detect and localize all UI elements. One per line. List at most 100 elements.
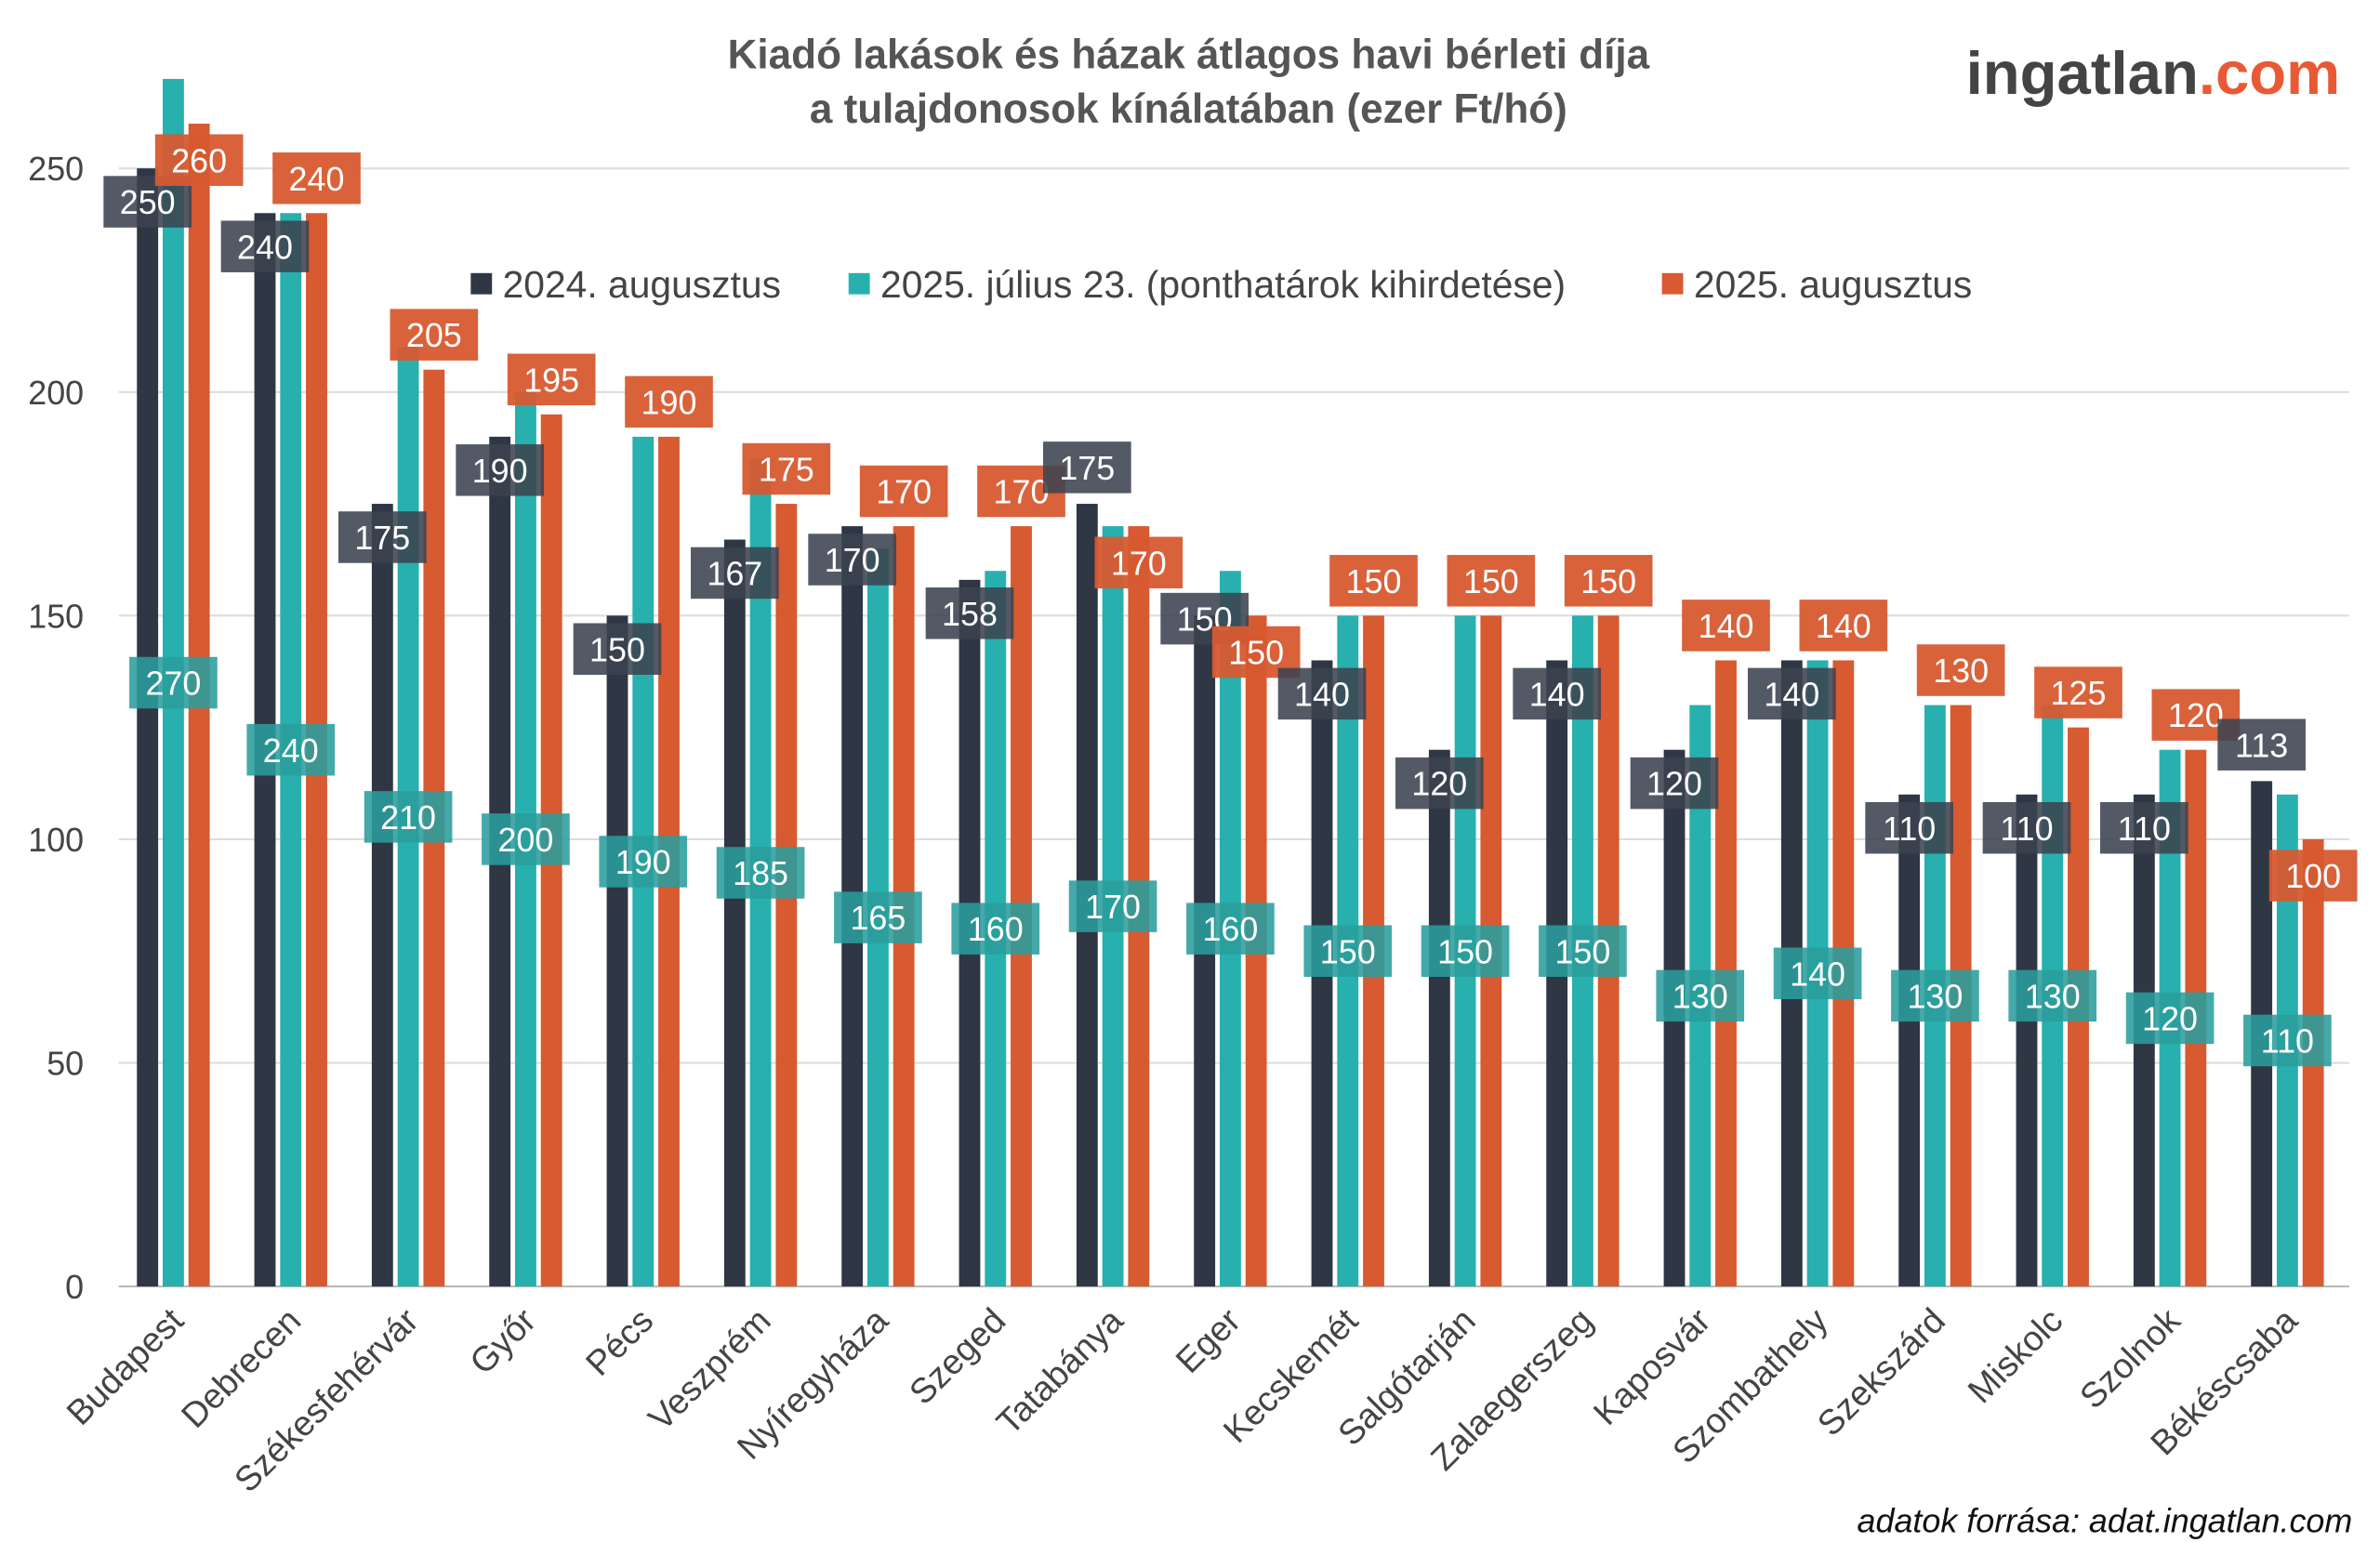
x-tick-label: Szolnok <box>2072 1300 2188 1416</box>
data-label-box <box>742 442 831 495</box>
data-label: 120 <box>2168 697 2224 734</box>
data-label: 170 <box>825 542 880 579</box>
logo-text-main: ingatlan <box>1966 39 2199 107</box>
data-label: 185 <box>733 855 788 892</box>
bar <box>723 539 746 1287</box>
y-tick-label: 200 <box>28 375 84 412</box>
data-label: 150 <box>1580 563 1636 600</box>
data-label: 140 <box>1699 608 1754 645</box>
data-label: 190 <box>472 453 528 490</box>
data-label: 195 <box>523 362 579 399</box>
data-label-box <box>1682 600 1770 652</box>
data-label: 190 <box>615 844 671 881</box>
data-label-box <box>1186 903 1275 955</box>
data-label: 140 <box>1816 608 1871 645</box>
data-label: 190 <box>641 384 697 421</box>
data-label-box <box>1421 925 1510 977</box>
data-label-box <box>1395 757 1484 810</box>
data-label-box <box>246 723 336 776</box>
data-label: 205 <box>406 317 462 354</box>
data-label-box <box>390 309 479 361</box>
legend: 2024. augusztus 2025. július 23. (ponthat… <box>470 263 1972 306</box>
y-tick-label: 150 <box>28 598 84 635</box>
data-label: 170 <box>876 474 932 511</box>
data-label: 130 <box>1907 978 1963 1015</box>
data-label-box <box>1891 969 1979 1022</box>
data-label: 110 <box>2118 810 2171 848</box>
data-label-box <box>1447 555 1536 607</box>
bar <box>2016 794 2038 1287</box>
legend-label: 2024. augusztus <box>503 263 781 306</box>
data-label: 110 <box>2261 1023 2314 1061</box>
data-label-box <box>1329 555 1418 607</box>
x-tick-label: Győr <box>462 1300 543 1381</box>
data-label-box <box>2008 969 2097 1022</box>
data-label-box <box>2217 718 2306 771</box>
data-label-box <box>1865 801 1953 854</box>
x-tick-label: Budapest <box>59 1300 191 1432</box>
data-label-box <box>1068 880 1157 932</box>
svg-text:ingatlan.com: ingatlan.com <box>1966 39 2341 107</box>
data-label-box <box>1539 925 1627 977</box>
data-label: 150 <box>1320 933 1376 970</box>
data-label-box <box>1043 441 1131 494</box>
data-label-box <box>338 511 427 563</box>
data-label-box <box>1982 801 2071 854</box>
data-label: 175 <box>1059 450 1115 487</box>
data-label-box <box>859 465 948 518</box>
data-label-box <box>1773 947 1862 1000</box>
legend-label: 2025. július 23. (ponthatárok kihirdetés… <box>880 263 1566 306</box>
data-label: 210 <box>380 799 436 837</box>
data-label-box <box>154 134 244 186</box>
data-label-box <box>1513 667 1601 720</box>
x-tick-label: Miskolc <box>1960 1300 2069 1410</box>
data-label: 150 <box>1554 933 1610 970</box>
data-label-box <box>129 656 218 709</box>
data-label-box <box>1303 925 1393 977</box>
logo-text-domain: .com <box>2199 39 2340 107</box>
data-label: 140 <box>1764 676 1819 713</box>
data-label: 125 <box>2051 675 2107 712</box>
x-tick-label: Szekszárd <box>1810 1300 1953 1443</box>
chart-title-line-1: Kiadó lakások és házak átlagos havi bérl… <box>728 32 1650 77</box>
data-label: 100 <box>2285 858 2341 895</box>
bar <box>606 615 628 1287</box>
data-label: 167 <box>707 556 762 593</box>
data-label-box <box>599 836 688 888</box>
data-label-box <box>456 444 545 496</box>
x-tick-label: Pécs <box>578 1300 661 1383</box>
legend-swatch <box>470 272 493 295</box>
data-label: 110 <box>2000 810 2053 848</box>
data-label-box <box>2125 992 2215 1045</box>
data-labels: 250 270 260 240 240 240 175 210 205 190 200 195 150 1… <box>103 134 2358 1067</box>
data-label-box <box>220 220 310 272</box>
data-label-box <box>2243 1014 2332 1067</box>
data-label-box <box>507 353 596 406</box>
data-label: 110 <box>1883 810 1936 848</box>
data-label: 130 <box>1933 652 1989 690</box>
data-label-box <box>364 791 453 843</box>
data-label: 150 <box>1437 933 1493 970</box>
data-label: 113 <box>2235 727 2288 764</box>
data-label: 240 <box>237 229 293 266</box>
x-tick-label: Szeged <box>902 1300 1013 1412</box>
data-label: 200 <box>497 822 553 859</box>
data-label-box <box>925 587 1014 639</box>
y-tick-label: 100 <box>28 822 84 859</box>
data-label: 250 <box>120 184 176 221</box>
data-label-box <box>1916 644 2005 696</box>
y-tick-label: 250 <box>28 151 84 188</box>
legend-label: 2025. augusztus <box>1694 263 1972 306</box>
data-label-box <box>1799 600 1888 652</box>
data-label-box <box>1656 969 1745 1022</box>
data-label: 130 <box>1673 978 1728 1015</box>
data-label-box <box>716 847 805 899</box>
data-label: 150 <box>1228 635 1284 672</box>
legend-swatch <box>1661 272 1684 295</box>
data-label-box <box>573 623 662 676</box>
data-label: 175 <box>354 520 410 557</box>
data-label: 140 <box>1294 676 1350 713</box>
y-tick-label: 50 <box>46 1046 84 1083</box>
data-label: 170 <box>1111 545 1167 582</box>
data-label: 160 <box>968 911 1024 948</box>
